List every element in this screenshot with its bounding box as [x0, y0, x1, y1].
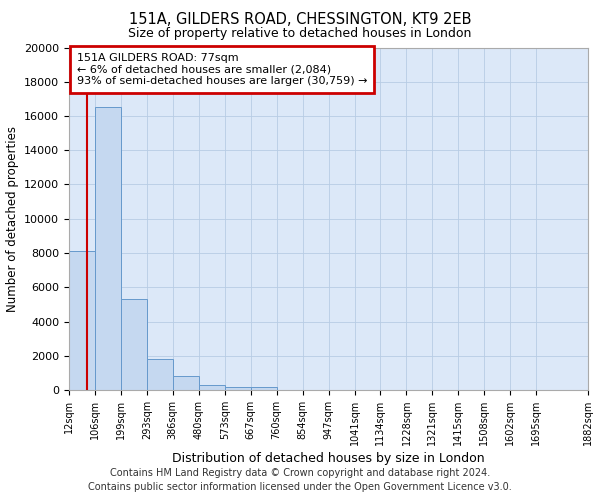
Text: 151A, GILDERS ROAD, CHESSINGTON, KT9 2EB: 151A, GILDERS ROAD, CHESSINGTON, KT9 2EB — [129, 12, 471, 28]
Bar — [224, 388, 251, 390]
Bar — [69, 252, 95, 390]
Bar — [199, 385, 224, 390]
Text: Contains HM Land Registry data © Crown copyright and database right 2024.
Contai: Contains HM Land Registry data © Crown c… — [88, 468, 512, 492]
Bar — [251, 388, 277, 390]
Bar — [173, 376, 199, 390]
Bar — [147, 359, 173, 390]
Bar — [95, 108, 121, 390]
Y-axis label: Number of detached properties: Number of detached properties — [5, 126, 19, 312]
Bar — [121, 299, 147, 390]
Text: 151A GILDERS ROAD: 77sqm
← 6% of detached houses are smaller (2,084)
93% of semi: 151A GILDERS ROAD: 77sqm ← 6% of detache… — [77, 52, 367, 86]
Text: Size of property relative to detached houses in London: Size of property relative to detached ho… — [128, 28, 472, 40]
X-axis label: Distribution of detached houses by size in London: Distribution of detached houses by size … — [172, 452, 485, 465]
